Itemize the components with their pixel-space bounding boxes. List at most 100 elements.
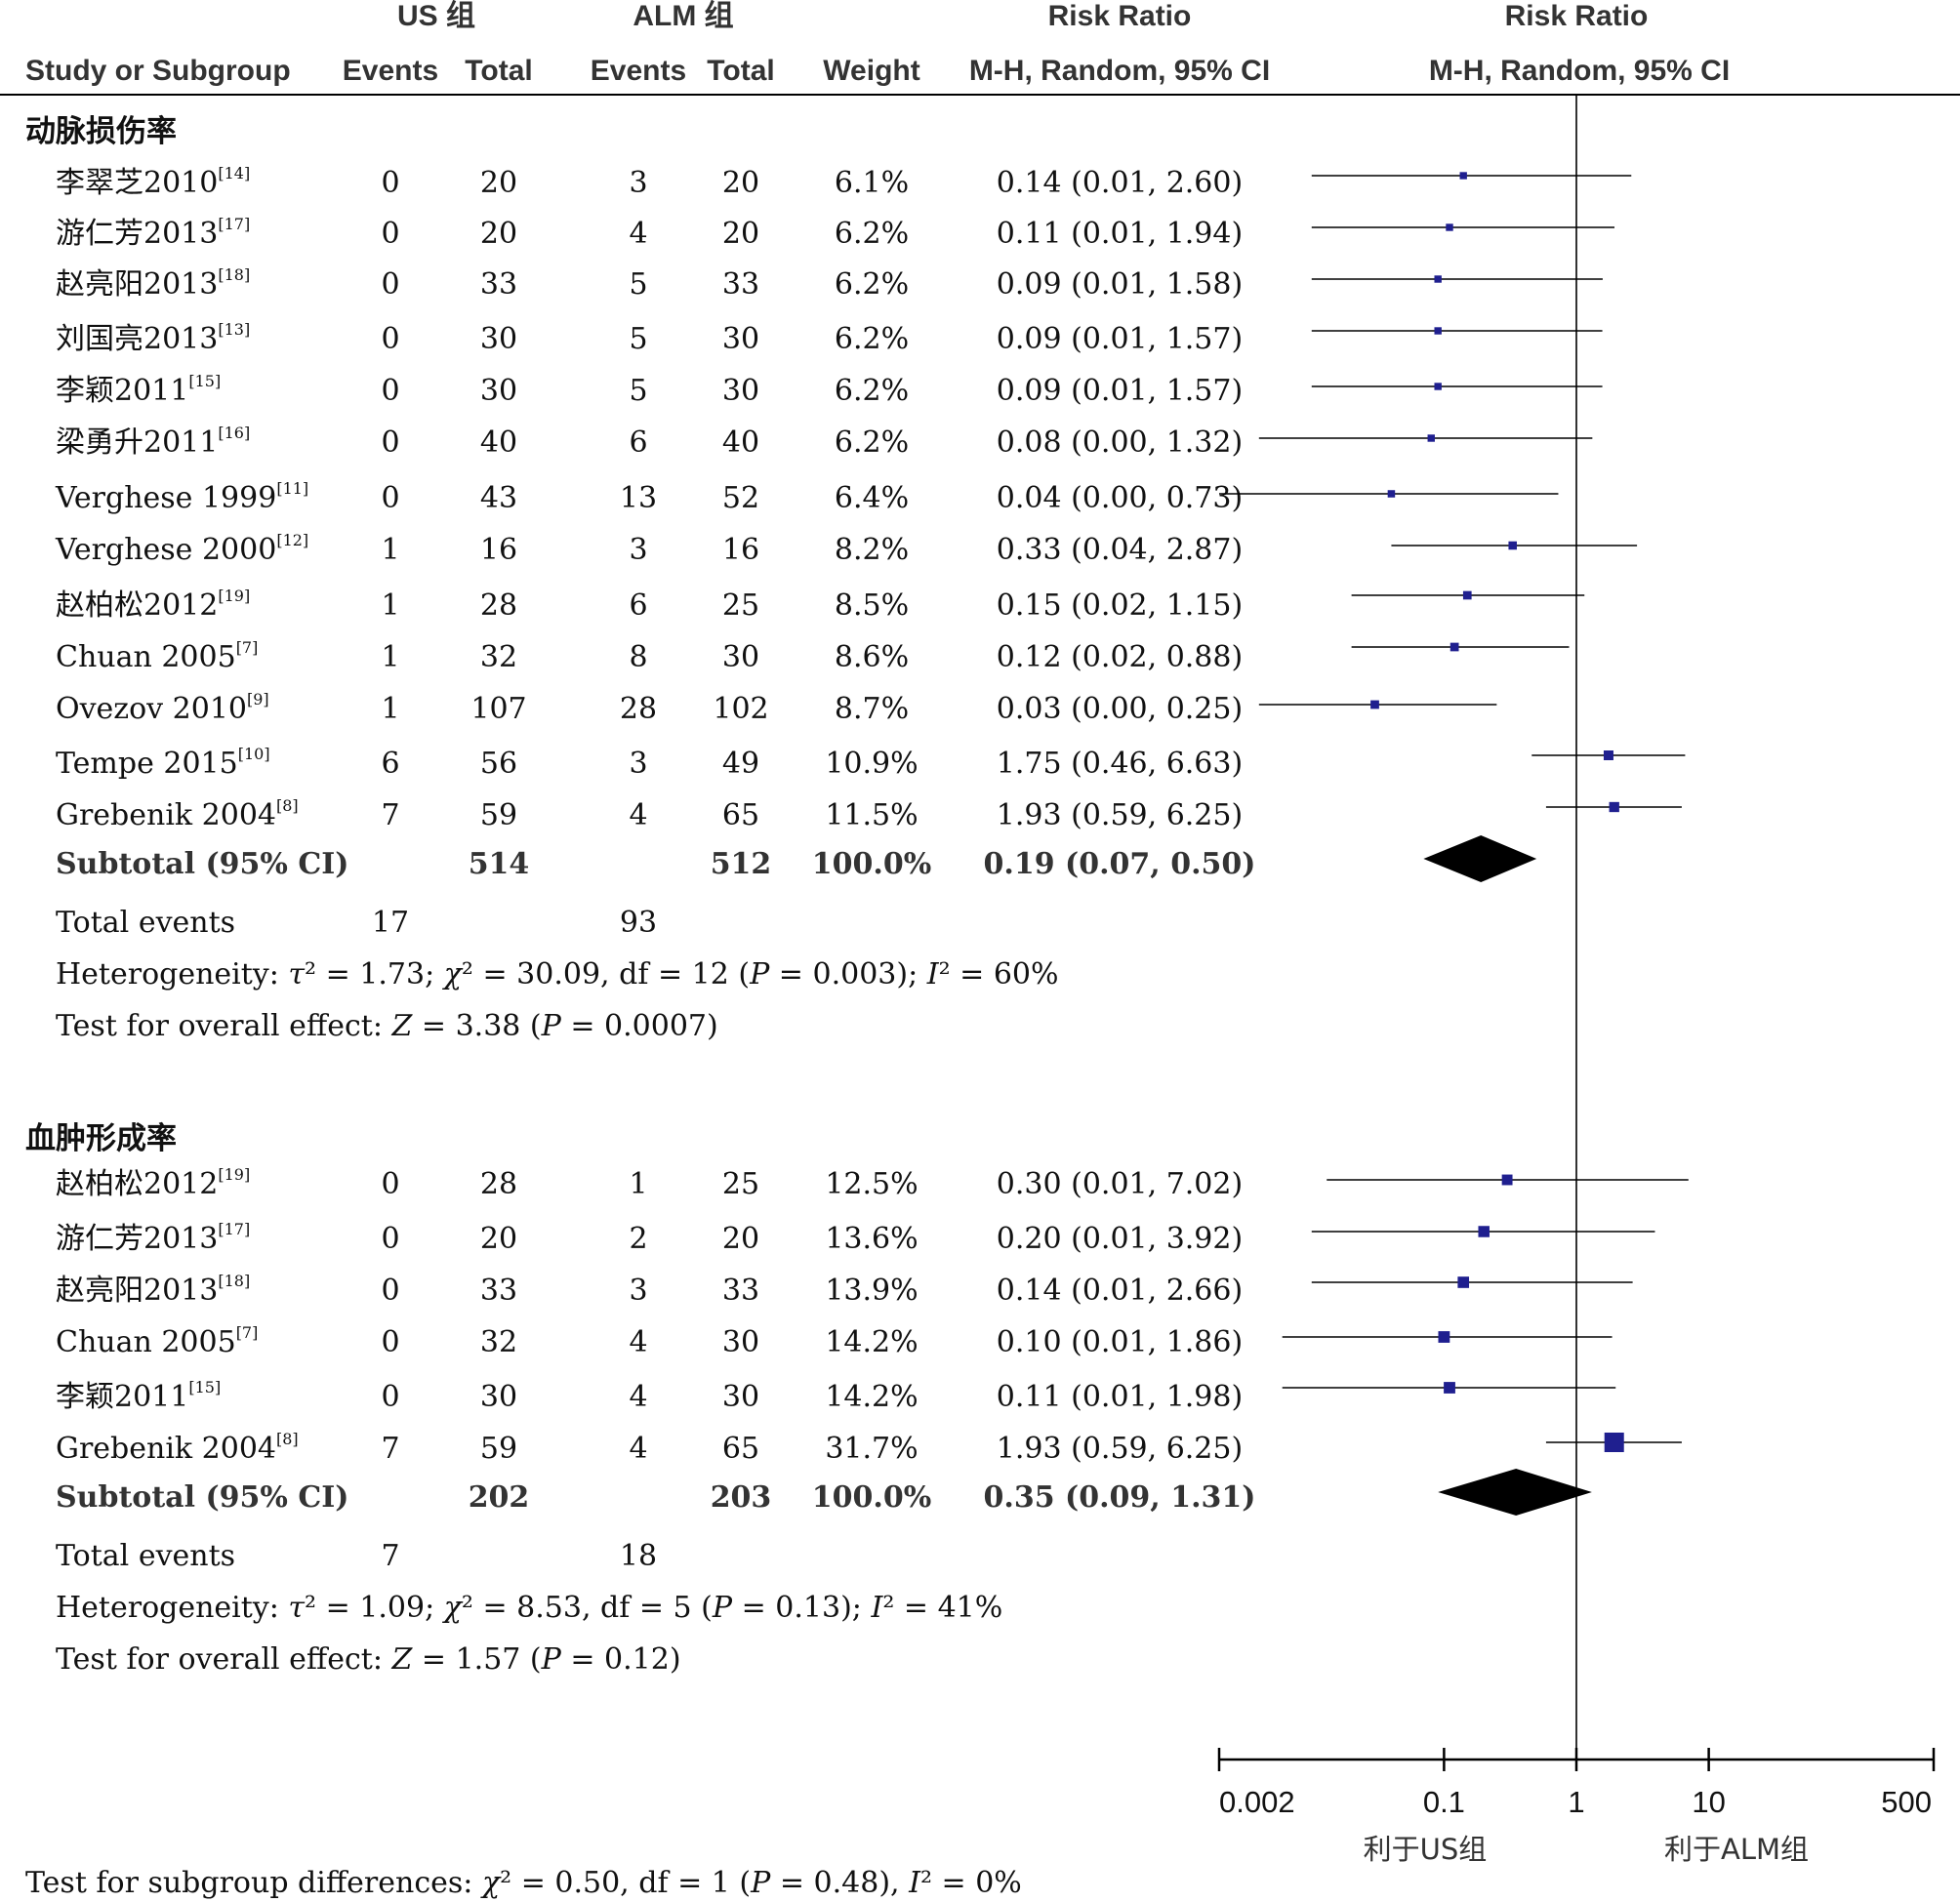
point-estimate — [1427, 434, 1435, 442]
alm-total-cell: 65 — [722, 1432, 759, 1466]
ci-cell: 0.09 (0.01, 1.57) — [997, 322, 1243, 356]
ci-cell: 0.04 (0.00, 0.73) — [997, 481, 1243, 515]
x-tick-label: 500 — [1881, 1785, 1932, 1819]
alm-total-cell: 30 — [722, 1325, 759, 1359]
weight-cell: 6.1% — [835, 166, 909, 200]
weight-cell: 8.2% — [835, 533, 909, 567]
point-estimate — [1501, 1174, 1513, 1186]
study-ref: [8] — [276, 1430, 299, 1448]
study-ref: [17] — [218, 1220, 250, 1238]
ci-cell: 0.11 (0.01, 1.98) — [997, 1380, 1243, 1414]
alm-events-cell: 2 — [629, 1222, 647, 1256]
subtotal-label: Subtotal (95% CI) — [56, 1480, 348, 1515]
us-total-cell: 43 — [480, 481, 517, 515]
weight-cell: 14.2% — [825, 1325, 918, 1359]
study-name: Chuan 2005[7] — [56, 1323, 258, 1359]
study-ref: [17] — [218, 215, 250, 233]
us-events-cell: 7 — [381, 1432, 399, 1466]
study-name: 李颖2011[15] — [56, 372, 221, 408]
us-events-cell: 0 — [381, 481, 399, 515]
subgroup-differences: Test for subgroup differences: χ² = 0.50… — [25, 1866, 1022, 1900]
x-tick-label: 0.1 — [1423, 1785, 1465, 1819]
weight-cell: 8.7% — [835, 692, 909, 726]
study-name: 赵柏松2012[19] — [56, 1165, 250, 1201]
point-estimate — [1434, 327, 1442, 335]
subgroup-title: 血肿形成率 — [25, 1121, 177, 1156]
favours-us-label: 利于US组 — [1364, 1833, 1488, 1866]
study-ref: [18] — [218, 1272, 250, 1290]
study-name: Tempe 2015[10] — [56, 745, 270, 781]
alm-total-cell: 30 — [722, 1380, 759, 1414]
ci-cell: 0.08 (0.00, 1.32) — [997, 425, 1243, 460]
alm-events-cell: 3 — [629, 533, 647, 567]
study-ref: [7] — [236, 638, 259, 657]
study-name: Verghese 2000[12] — [55, 531, 308, 567]
us-total-cell: 59 — [480, 1432, 517, 1466]
study-name: 赵亮阳2013[18] — [56, 265, 250, 302]
us-total-cell: 30 — [480, 322, 517, 356]
study-ref: [15] — [188, 1378, 221, 1396]
us-events-cell: 0 — [381, 322, 399, 356]
study-name: 游仁芳2013[17] — [56, 1220, 250, 1256]
ci-cell: 1.93 (0.59, 6.25) — [997, 1432, 1243, 1466]
alm-events-cell: 4 — [629, 217, 647, 251]
study-name: 刘国亮2013[13] — [56, 320, 250, 356]
point-estimate — [1609, 801, 1619, 813]
alm-events-cell: 6 — [629, 588, 647, 623]
header-alm-group: ALM 组 — [633, 0, 733, 32]
alm-events-cell: 4 — [629, 798, 647, 832]
weight-cell: 12.5% — [825, 1167, 918, 1201]
total-events-us: 7 — [381, 1539, 399, 1573]
alm-total-cell: 25 — [722, 588, 759, 623]
us-events-cell: 0 — [381, 166, 399, 200]
subtotal-ci: 0.19 (0.07, 0.50) — [984, 847, 1256, 881]
us-events-cell: 0 — [381, 217, 399, 251]
subtotal-alm-total: 203 — [711, 1480, 772, 1515]
point-estimate — [1446, 223, 1453, 231]
overall-effect: Test for overall effect: Z = 1.57 (P = 0… — [56, 1642, 681, 1677]
weight-cell: 11.5% — [825, 798, 918, 832]
ci-cell: 0.12 (0.02, 0.88) — [997, 640, 1243, 674]
alm-total-cell: 16 — [722, 533, 759, 567]
weight-cell: 6.2% — [835, 425, 909, 460]
total-events-alm: 18 — [620, 1539, 657, 1573]
weight-cell: 6.2% — [835, 374, 909, 408]
point-estimate — [1370, 700, 1379, 709]
ci-cell: 0.14 (0.01, 2.66) — [997, 1274, 1243, 1308]
alm-events-cell: 5 — [629, 374, 647, 408]
x-tick-label: 1 — [1568, 1785, 1584, 1819]
alm-events-cell: 4 — [629, 1380, 647, 1414]
weight-cell: 13.6% — [825, 1222, 918, 1256]
header-risk-ratio-text: Risk Ratio — [1048, 0, 1192, 32]
us-total-cell: 33 — [480, 267, 517, 302]
alm-events-cell: 3 — [629, 1274, 647, 1308]
alm-events-cell: 8 — [629, 640, 647, 674]
alm-total-cell: 52 — [722, 481, 759, 515]
us-events-cell: 1 — [381, 588, 399, 623]
study-name: Grebenik 2004[8] — [56, 1430, 299, 1466]
study-ref: [16] — [218, 424, 250, 442]
point-estimate — [1462, 590, 1472, 600]
point-estimate — [1457, 1276, 1470, 1288]
us-total-cell: 28 — [480, 588, 517, 623]
point-estimate — [1450, 642, 1459, 652]
heterogeneity-stats: Heterogeneity: τ² = 1.09; χ² = 8.53, df … — [56, 1591, 1002, 1625]
us-events-cell: 0 — [381, 374, 399, 408]
alm-total-cell: 49 — [722, 747, 759, 781]
subtotal-weight: 100.0% — [812, 1480, 931, 1515]
ci-cell: 0.14 (0.01, 2.60) — [997, 166, 1243, 200]
us-total-cell: 16 — [480, 533, 517, 567]
alm-total-cell: 33 — [722, 267, 759, 302]
total-events-label: Total events — [56, 1539, 235, 1573]
study-ref: [10] — [238, 745, 270, 763]
us-total-cell: 32 — [480, 1325, 517, 1359]
alm-events-cell: 3 — [629, 747, 647, 781]
point-estimate — [1387, 490, 1396, 498]
header-us-group: US 组 — [397, 0, 475, 32]
weight-cell: 10.9% — [825, 747, 918, 781]
us-total-cell: 107 — [470, 692, 526, 726]
subtotal-diamond — [1423, 835, 1537, 882]
us-events-cell: 1 — [381, 533, 399, 567]
study-ref: [14] — [218, 164, 250, 182]
subtotal-diamond — [1438, 1469, 1592, 1516]
